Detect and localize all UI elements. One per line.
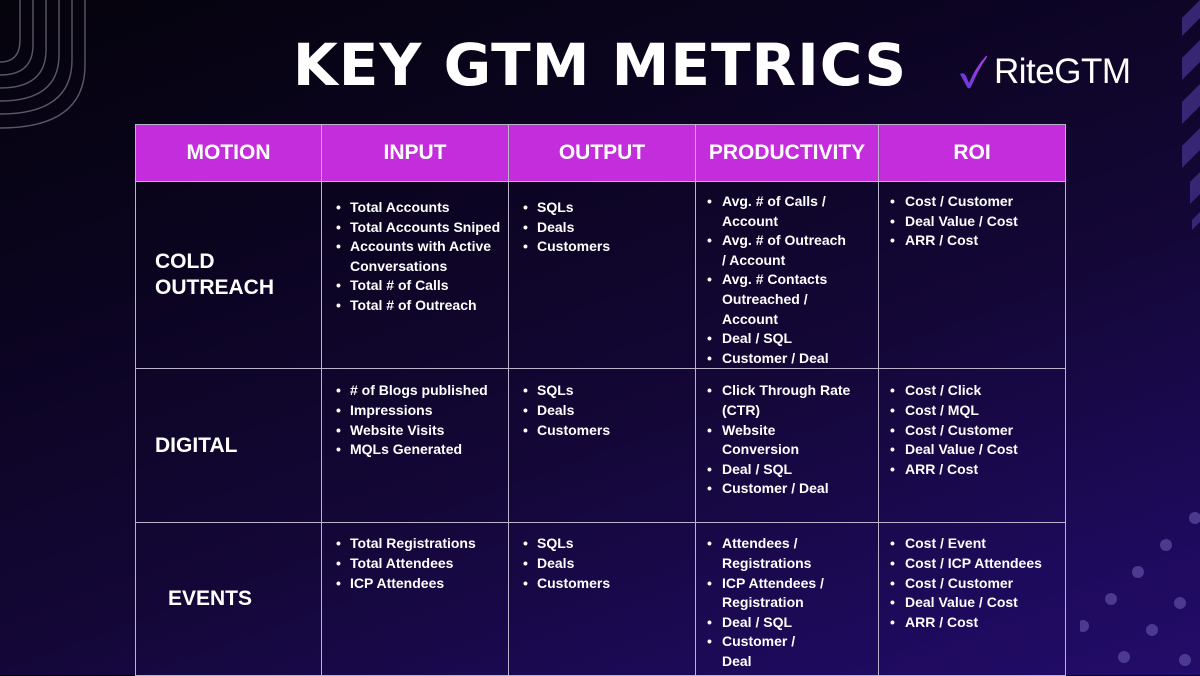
list-item: Cost / Click	[879, 381, 1065, 401]
brand-logo: RiteGTM	[958, 50, 1131, 94]
productivity-cell: Avg. # of Calls / Account Avg. # of Outr…	[695, 180, 879, 370]
page-title: KEY GTM METRICS	[292, 31, 908, 99]
motion-label: DIGITAL	[155, 433, 238, 457]
roi-cell: Cost / Event Cost / ICP Attendees Cost /…	[878, 522, 1066, 676]
productivity-cell: Attendees / Registrations ICP Attendees …	[695, 522, 879, 676]
list-item: Cost / Event	[879, 534, 1065, 554]
header-output: OUTPUT	[508, 124, 696, 182]
motion-cell: EVENTS	[135, 522, 322, 676]
motion-cell: DIGITAL	[135, 368, 322, 524]
list-item: Total Accounts	[322, 198, 508, 218]
list-item: Cost / Customer	[879, 192, 1065, 212]
list-item: Deals	[509, 401, 695, 421]
list-item: Total Registrations	[322, 534, 508, 554]
list-item: Total # of Calls	[322, 276, 508, 296]
list-item: Customer / Deal	[696, 632, 826, 671]
list-item: Total Attendees	[322, 554, 508, 574]
list-item: Deals	[509, 554, 695, 574]
table-header-row: MOTION INPUT OUTPUT PRODUCTIVITY ROI	[135, 124, 1066, 182]
list-item: Deals	[509, 218, 695, 238]
list-item: Customers	[509, 237, 695, 257]
table-row: DIGITAL # of Blogs published Impressions…	[135, 368, 1066, 524]
motion-label: COLD OUTREACH	[155, 250, 274, 300]
metrics-table: MOTION INPUT OUTPUT PRODUCTIVITY ROI COL…	[135, 124, 1066, 676]
list-item: Deal Value / Cost	[879, 593, 1065, 613]
list-item: # of Blogs published	[322, 381, 508, 401]
list-item: MQLs Generated	[322, 440, 508, 460]
list-item: Customers	[509, 574, 695, 594]
list-item: ARR / Cost	[879, 613, 1065, 633]
list-item: Cost / Customer	[879, 421, 1065, 441]
list-item: Avg. # of Outreach / Account	[696, 231, 846, 270]
list-item: Deal Value / Cost	[879, 440, 1065, 460]
input-cell: Total Accounts Total Accounts Sniped Acc…	[321, 180, 509, 370]
list-item: ARR / Cost	[879, 231, 1065, 251]
list-item: Customers	[509, 421, 695, 441]
list-item: Attendees / Registrations	[696, 534, 826, 573]
decorative-dots	[1080, 512, 1200, 666]
list-item: Customer / Deal	[696, 479, 856, 499]
brand-name: RiteGTM	[994, 52, 1131, 91]
list-item: ARR / Cost	[879, 460, 1065, 480]
decorative-arcs	[0, 0, 86, 129]
output-cell: SQLs Deals Customers	[508, 368, 696, 524]
productivity-cell: Click Through Rate (CTR) Website Convers…	[695, 368, 879, 524]
list-item: Cost / ICP Attendees	[879, 554, 1065, 574]
list-item: Website Conversion	[696, 421, 856, 460]
list-item: Accounts with Active Conversations	[322, 237, 508, 276]
table-row: COLD OUTREACH Total Accounts Total Accou…	[135, 180, 1066, 370]
list-item: Deal / SQL	[696, 329, 846, 349]
list-item: Deal / SQL	[696, 613, 826, 633]
check-icon	[960, 55, 987, 89]
list-item: ICP Attendees / Registration	[696, 574, 826, 613]
list-item: Customer / Deal	[696, 349, 846, 369]
motion-label: EVENTS	[168, 587, 253, 611]
list-item: Avg. # Contacts Outreached / Account	[696, 270, 846, 329]
list-item: Deal Value / Cost	[879, 212, 1065, 232]
list-item: Total Accounts Sniped	[322, 218, 508, 238]
list-item: Cost / MQL	[879, 401, 1065, 421]
motion-cell: COLD OUTREACH	[135, 180, 322, 370]
list-item: Cost / Customer	[879, 574, 1065, 594]
decorative-stripes	[1182, 0, 1200, 230]
list-item: Avg. # of Calls / Account	[696, 192, 846, 231]
roi-cell: Cost / Customer Deal Value / Cost ARR / …	[878, 180, 1066, 370]
header-roi: ROI	[878, 124, 1066, 182]
list-item: Impressions	[322, 401, 508, 421]
list-item: Website Visits	[322, 421, 508, 441]
list-item: SQLs	[509, 534, 695, 554]
roi-cell: Cost / Click Cost / MQL Cost / Customer …	[878, 368, 1066, 524]
output-cell: SQLs Deals Customers	[508, 522, 696, 676]
list-item: Deal / SQL	[696, 460, 856, 480]
list-item: Click Through Rate (CTR)	[696, 381, 856, 420]
list-item: SQLs	[509, 381, 695, 401]
output-cell: SQLs Deals Customers	[508, 180, 696, 370]
table-row: EVENTS Total Registrations Total Attende…	[135, 522, 1066, 676]
header-motion: MOTION	[135, 124, 322, 182]
header-input: INPUT	[321, 124, 509, 182]
input-cell: # of Blogs published Impressions Website…	[321, 368, 509, 524]
header-productivity: PRODUCTIVITY	[695, 124, 879, 182]
input-cell: Total Registrations Total Attendees ICP …	[321, 522, 509, 676]
list-item: SQLs	[509, 198, 695, 218]
list-item: ICP Attendees	[322, 574, 508, 594]
list-item: Total # of Outreach	[322, 296, 508, 316]
